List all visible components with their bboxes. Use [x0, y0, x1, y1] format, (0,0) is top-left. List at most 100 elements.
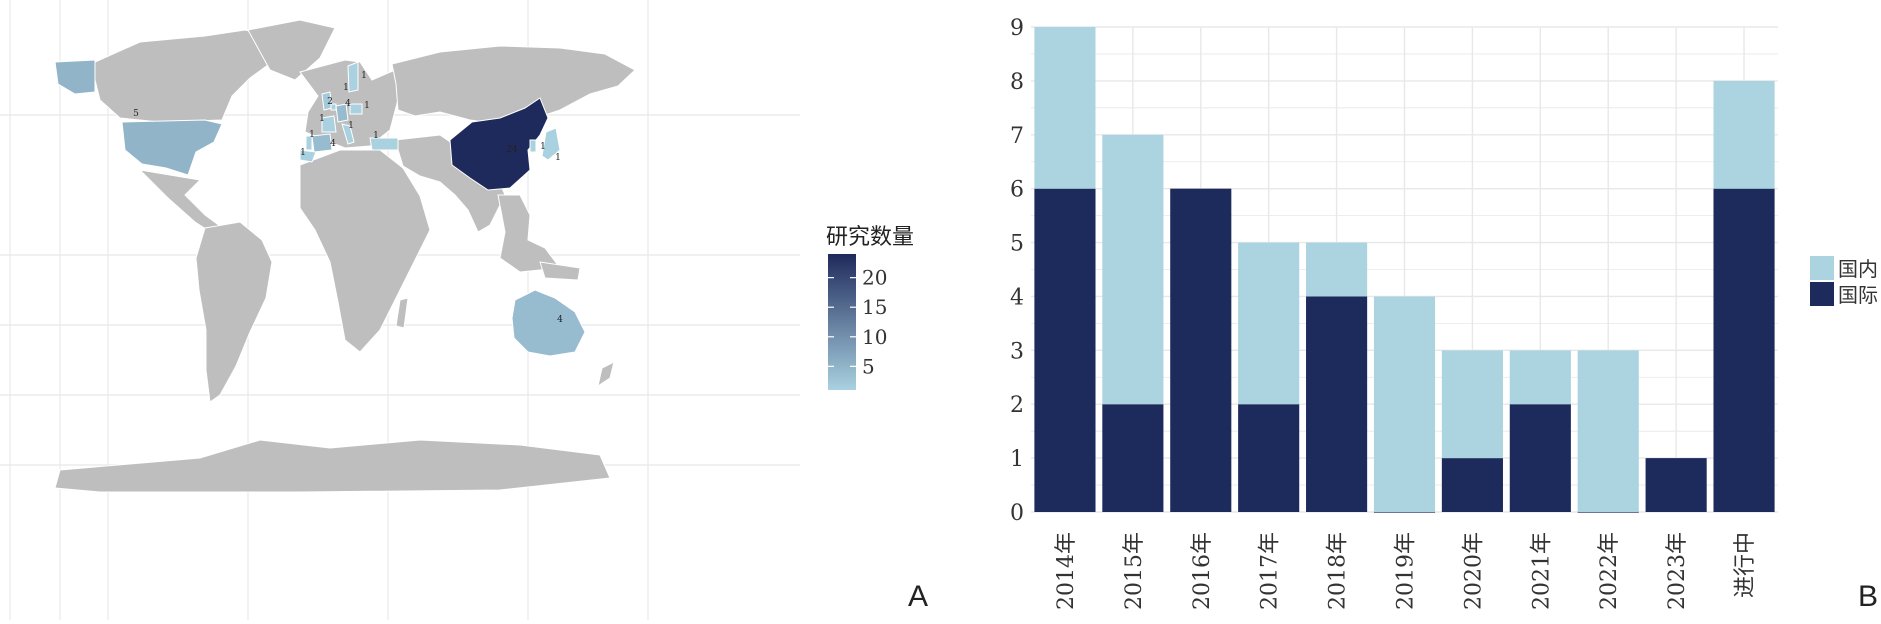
x-tick-label: 2017年 — [1258, 532, 1283, 610]
land-new-zealand — [597, 361, 615, 388]
world-map-panel: 24 5 4 4 4 2 1 1 1 1 1 1 1 1 1 1 研究数量 20 15 10 5 A — [0, 0, 940, 620]
bar-domestic-10 — [1713, 80, 1775, 189]
land-south-america — [195, 221, 273, 403]
region-germany — [335, 103, 349, 123]
region-united-states — [54, 59, 96, 95]
map-legend: 研究数量 20 15 10 5 — [826, 225, 914, 390]
bar-domestic-6 — [1441, 350, 1503, 459]
x-tick-label: 2014年 — [1054, 532, 1079, 610]
bar-international-0 — [1034, 188, 1096, 512]
legend-ticks: 20 15 10 5 — [828, 266, 887, 378]
map-label-germany: 4 — [345, 99, 351, 109]
y-tick-label: 2 — [1010, 393, 1024, 418]
legend-key — [1810, 282, 1834, 306]
bar-international-4 — [1306, 296, 1368, 512]
map-label-morocco: 1 — [343, 83, 349, 93]
region-france — [321, 115, 337, 133]
y-tick-label: 7 — [1010, 124, 1024, 149]
map-label-portugal: 1 — [300, 148, 306, 158]
map-label-poland: 1 — [364, 101, 370, 111]
land-new-guinea — [539, 261, 581, 281]
map-label-japan: 1 — [555, 153, 561, 163]
map-label-china: 24 — [506, 145, 518, 155]
y-tick-label: 8 — [1010, 70, 1024, 95]
x-tick-label: 2022年 — [1597, 532, 1622, 610]
bar-domestic-0 — [1034, 27, 1096, 189]
bar-domestic-1 — [1102, 134, 1164, 405]
map-label-australia: 4 — [557, 315, 563, 325]
y-tick-label: 9 — [1010, 16, 1024, 41]
legend-color-bar — [828, 254, 856, 390]
stacked-bar-chart: 0 1 2 3 4 5 6 7 8 9 2014年 2015年 2016年 2017年 2018年 2019… — [1010, 16, 1878, 610]
region-japan — [541, 127, 561, 161]
y-tick-label: 0 — [1010, 501, 1024, 526]
land-madagascar — [395, 297, 409, 329]
x-tick-label: 进行中 — [1733, 532, 1758, 598]
x-axis-ticks: 2014年 2015年 2016年 2017年 2018年 2019年 2020年 2021年… — [1054, 532, 1758, 610]
y-tick-label: 4 — [1010, 285, 1024, 310]
x-tick-label: 2015年 — [1122, 532, 1147, 610]
x-tick-label: 2023年 — [1665, 532, 1690, 610]
legend-label: 国际 — [1838, 283, 1878, 307]
legend-tick-label: 15 — [862, 295, 887, 319]
map-label-turkey: 1 — [373, 131, 379, 141]
region-netherlands — [330, 103, 337, 111]
y-tick-label: 3 — [1010, 339, 1024, 364]
legend-title: 研究数量 — [826, 225, 914, 250]
bar-domestic-8 — [1577, 350, 1639, 512]
region-australia — [511, 289, 586, 357]
legend-tick-label: 10 — [862, 325, 887, 349]
bar-marks — [1034, 27, 1775, 513]
map-landmasses — [54, 19, 636, 493]
x-tick-label: 2021年 — [1529, 532, 1554, 610]
bar-international-3 — [1238, 404, 1300, 512]
bar-domestic-5 — [1373, 296, 1436, 512]
bar-domestic-7 — [1509, 350, 1571, 405]
panel-label-b: B — [1858, 580, 1879, 613]
region-turkey — [369, 137, 399, 151]
x-tick-label: 2018年 — [1326, 532, 1351, 610]
region-italy — [341, 123, 355, 145]
y-tick-label: 1 — [1010, 447, 1024, 472]
y-tick-label: 6 — [1010, 178, 1024, 203]
bar-international-9 — [1645, 458, 1707, 512]
map-label-south-korea: 1 — [540, 142, 546, 152]
y-axis-ticks: 0 1 2 3 4 5 6 7 8 9 — [1010, 16, 1024, 526]
region-poland — [349, 103, 363, 115]
x-tick-label: 2019年 — [1394, 532, 1419, 610]
region-morocco — [299, 149, 317, 163]
region-sweden — [347, 61, 359, 93]
bar-international-1 — [1102, 404, 1164, 512]
legend-tick-label: 20 — [862, 266, 887, 290]
bar-domestic-3 — [1238, 242, 1300, 405]
land-north-america — [94, 29, 281, 123]
x-tick-label: 2020年 — [1461, 532, 1486, 610]
land-russia-asia — [391, 45, 636, 125]
region-spain — [311, 133, 333, 153]
legend-label: 国内 — [1838, 257, 1878, 281]
legend-key — [1810, 256, 1834, 280]
map-label-spain: 4 — [330, 139, 336, 149]
y-tick-label: 5 — [1010, 232, 1024, 257]
bar-international-10 — [1713, 188, 1775, 512]
land-africa — [299, 149, 431, 353]
map-label-france: 1 — [309, 130, 315, 140]
map-label-sweden: 1 — [361, 71, 367, 81]
bar-domestic-4 — [1306, 242, 1368, 297]
map-label-italy: 1 — [348, 121, 354, 131]
bar-international-6 — [1441, 458, 1503, 512]
map-label-netherlands: 1 — [319, 114, 325, 124]
x-tick-label: 2016年 — [1190, 532, 1215, 610]
stacked-bar-panel: 0 1 2 3 4 5 6 7 8 9 2014年 2015年 2016年 2017年 2018年 2019… — [990, 0, 1881, 620]
region-south-korea — [529, 139, 537, 153]
region-united-states — [121, 119, 223, 176]
bar-international-7 — [1509, 404, 1571, 512]
region-portugal — [305, 135, 313, 151]
land-antarctica — [54, 439, 611, 493]
map-label-united-states: 5 — [133, 109, 139, 119]
land-southeast-asia — [497, 194, 561, 273]
bar-international-2 — [1170, 188, 1232, 512]
